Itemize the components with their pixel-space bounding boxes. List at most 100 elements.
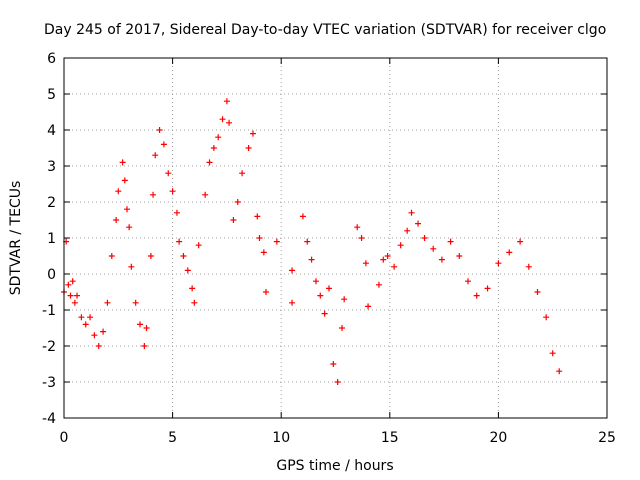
data-point [132, 299, 139, 306]
data-point [415, 220, 422, 227]
x-tick-label: 10 [272, 430, 290, 446]
x-axis-label: GPS time / hours [276, 458, 393, 474]
y-tick-label: 4 [47, 123, 56, 139]
grid-lines [64, 58, 607, 418]
data-point [108, 253, 115, 259]
data-point [334, 379, 341, 385]
data-point [456, 253, 463, 259]
data-point [184, 267, 191, 274]
y-tick-label: 0 [47, 267, 56, 283]
data-point [104, 299, 111, 306]
data-point [173, 209, 180, 216]
data-point [245, 145, 252, 151]
data-point [365, 303, 372, 310]
plot-frame [63, 57, 608, 419]
data-point [341, 296, 348, 303]
data-point [273, 238, 280, 245]
data-point [260, 249, 267, 256]
data-point [113, 217, 120, 223]
data-point [156, 127, 163, 133]
y-tick-label: 5 [47, 87, 56, 103]
data-point [543, 314, 550, 321]
data-point [358, 235, 365, 241]
x-tick-label: 0 [60, 430, 69, 446]
data-point [312, 278, 319, 285]
data-point [438, 256, 445, 263]
data-point [234, 199, 241, 205]
data-point [152, 152, 159, 159]
y-tick-label: -1 [42, 303, 56, 319]
data-point [160, 141, 167, 148]
data-point [91, 332, 98, 339]
data-point [375, 281, 382, 288]
data-point [484, 285, 491, 292]
data-point [223, 98, 230, 105]
data-point [169, 188, 176, 195]
data-points [61, 98, 563, 385]
data-point [549, 350, 556, 357]
y-tick-label: -4 [42, 411, 56, 427]
data-point [464, 278, 471, 285]
y-tick-label: -2 [42, 339, 56, 355]
data-point [150, 191, 157, 198]
data-point [304, 238, 311, 245]
data-point [408, 209, 415, 216]
data-point [191, 299, 198, 306]
y-tick-label: 2 [47, 195, 56, 211]
data-point [339, 325, 346, 331]
x-tick-label: 5 [168, 430, 177, 446]
data-point [506, 249, 513, 256]
data-point [123, 206, 130, 213]
data-point [180, 253, 187, 259]
data-point [517, 238, 524, 245]
y-axis-label: SDTVAR / TECUs [8, 181, 24, 296]
data-point [362, 260, 369, 267]
data-point [141, 343, 148, 349]
data-point [421, 235, 428, 241]
data-point [325, 285, 332, 292]
data-point [65, 281, 72, 288]
data-point [495, 260, 502, 267]
data-point [119, 159, 126, 166]
y-tick-label: 3 [47, 159, 56, 175]
data-point [391, 263, 398, 270]
data-point [289, 267, 296, 274]
data-point [219, 116, 226, 123]
data-point [354, 224, 361, 231]
y-tick-label: 1 [47, 231, 56, 247]
data-point [195, 242, 202, 249]
data-point [299, 213, 306, 220]
data-point [210, 145, 217, 151]
chart-title: Day 245 of 2017, Sidereal Day-to-day VTE… [44, 22, 606, 38]
y-tick-label: 6 [47, 51, 56, 67]
data-point [189, 285, 196, 292]
data-point [380, 256, 387, 263]
data-point [137, 321, 144, 328]
x-tick-label: 20 [489, 430, 507, 446]
data-point [202, 191, 209, 198]
x-tick-labels: 0 5 10 15 20 25 [60, 430, 616, 446]
y-tick-labels: -4 -3 -2 -1 0 1 2 3 4 5 6 [42, 51, 56, 427]
data-point [289, 299, 296, 306]
data-point [147, 253, 154, 259]
data-point [254, 213, 261, 220]
data-point [249, 130, 256, 137]
data-point [525, 263, 532, 270]
data-point [67, 292, 74, 299]
data-point [473, 292, 480, 299]
data-point [215, 134, 222, 141]
data-point [308, 256, 315, 263]
x-tick-label: 25 [598, 430, 616, 446]
data-point [230, 217, 237, 223]
data-point [87, 314, 94, 321]
data-point [143, 325, 150, 331]
data-point [100, 328, 107, 335]
data-point [69, 278, 76, 285]
data-point [330, 361, 337, 367]
data-point [115, 188, 122, 195]
data-point [404, 227, 411, 234]
data-point [397, 242, 404, 249]
data-point [447, 238, 454, 245]
